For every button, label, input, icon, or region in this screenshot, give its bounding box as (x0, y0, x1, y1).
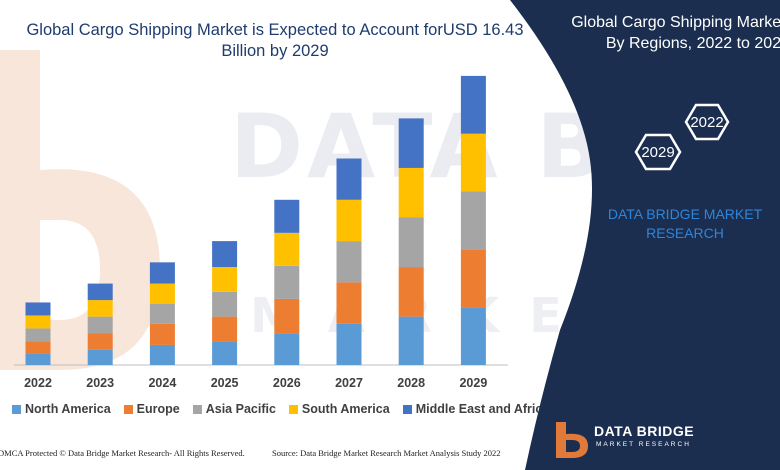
bar-segment-2023-1 (87, 333, 113, 350)
side-panel-background (510, 0, 780, 470)
bar-segment-2029-3 (460, 133, 486, 192)
bar-segment-2025-2 (212, 291, 238, 317)
bar-segment-2028-2 (398, 217, 424, 268)
copyright-notice: DMCA Protected © Data Bridge Market Rese… (0, 448, 245, 458)
legend-swatch (123, 404, 133, 414)
x-tick-label: 2027 (335, 376, 363, 390)
data-bridge-logo-icon (556, 422, 588, 458)
bar-segment-2023-3 (87, 300, 113, 317)
x-tick-label: 2026 (273, 376, 301, 390)
legend-label: Middle East and Africa (415, 402, 550, 416)
bar-segment-2023-4 (87, 283, 113, 301)
bar-segment-2023-2 (87, 316, 113, 334)
bar-segment-2028-1 (398, 267, 424, 317)
bar-segment-2027-4 (336, 158, 362, 200)
hexagon-2022-icon (684, 103, 730, 141)
legend-item: South America (288, 402, 390, 416)
legend-label: North America (25, 402, 111, 416)
hexagon-2029-icon (634, 133, 682, 171)
bar-segment-2029-4 (460, 75, 486, 134)
legend-swatch (192, 404, 202, 414)
legend-swatch (288, 404, 298, 414)
x-tick-label: 2028 (397, 376, 425, 390)
bar-segment-2026-0 (274, 333, 300, 365)
bar-segment-2022-1 (25, 341, 51, 354)
source-note: Source: Data Bridge Market Research Mark… (272, 448, 501, 458)
bar-segment-2028-4 (398, 118, 424, 168)
bar-segment-2022-0 (25, 353, 51, 365)
bar-group (25, 75, 486, 365)
legend-swatch (12, 404, 21, 414)
hexagon-2029-label: 2029 (641, 144, 674, 161)
bar-segment-2027-2 (336, 241, 362, 283)
bar-segment-2024-3 (149, 283, 175, 304)
legend-item: Asia Pacific (192, 402, 276, 416)
chart-legend: North America Europe Asia Pacific South Ame… (12, 402, 549, 416)
bar-segment-2028-0 (398, 316, 424, 365)
bar-segment-2025-3 (212, 267, 238, 292)
side-title-line1: Global Cargo Shipping Market, (571, 14, 780, 31)
bar-segment-2025-1 (212, 316, 238, 342)
bar-segment-2025-4 (212, 241, 238, 268)
legend-label: Asia Pacific (205, 402, 276, 416)
bar-segment-2025-0 (212, 341, 238, 365)
x-tick-labels: 2022 2023 2024 2025 2026 2027 2028 2029 (24, 376, 487, 390)
hexagon-2022-label: 2022 (690, 114, 723, 131)
bar-segment-2024-4 (149, 262, 175, 284)
x-tick-label: 2025 (211, 376, 239, 390)
bar-segment-2029-0 (460, 307, 486, 365)
x-tick-label: 2024 (148, 376, 176, 390)
bar-segment-2026-1 (274, 298, 300, 334)
bar-segment-2024-2 (149, 303, 175, 324)
side-brand: DATA BRIDGE MARKET RESEARCH (600, 205, 770, 243)
bar-segment-2029-2 (460, 191, 486, 250)
bar-segment-2022-3 (25, 315, 51, 329)
x-tick-label: 2029 (459, 376, 487, 390)
bar-segment-2023-0 (87, 349, 113, 365)
bar-segment-2027-3 (336, 199, 362, 242)
bar-segment-2027-0 (336, 323, 362, 365)
side-title: Global Cargo Shipping Market, By Regions… (555, 12, 780, 54)
logo-subtitle: MARKET RESEARCH (596, 441, 691, 448)
bar-segment-2022-4 (25, 302, 51, 316)
bar-segment-2026-4 (274, 199, 300, 233)
bar-segment-2024-0 (149, 344, 175, 365)
bar-segment-2029-1 (460, 249, 486, 308)
legend-item: North America (12, 402, 111, 416)
legend-item: Middle East and Africa (402, 402, 550, 416)
legend-label: Europe (136, 402, 180, 416)
side-brand-line1: DATA BRIDGE MARKET (607, 206, 763, 222)
bar-segment-2027-1 (336, 282, 362, 324)
chart-title: Global Cargo Shipping Market is Expected… (26, 21, 524, 60)
bar-segment-2028-3 (398, 167, 424, 218)
bar-segment-2026-3 (274, 232, 300, 266)
legend-label: South America (301, 402, 390, 416)
bar-segment-2026-2 (274, 265, 300, 299)
x-tick-label: 2022 (24, 376, 52, 390)
logo-name: DATA BRIDGE (594, 423, 695, 439)
legend-swatch (402, 404, 412, 414)
side-title-line2: By Regions, 2022 to 2029 (605, 35, 780, 52)
x-tick-label: 2023 (86, 376, 114, 390)
bar-segment-2024-1 (149, 323, 175, 345)
bar-segment-2022-2 (25, 328, 51, 342)
side-brand-line2: RESEARCH (646, 225, 724, 241)
legend-item: Europe (123, 402, 180, 416)
